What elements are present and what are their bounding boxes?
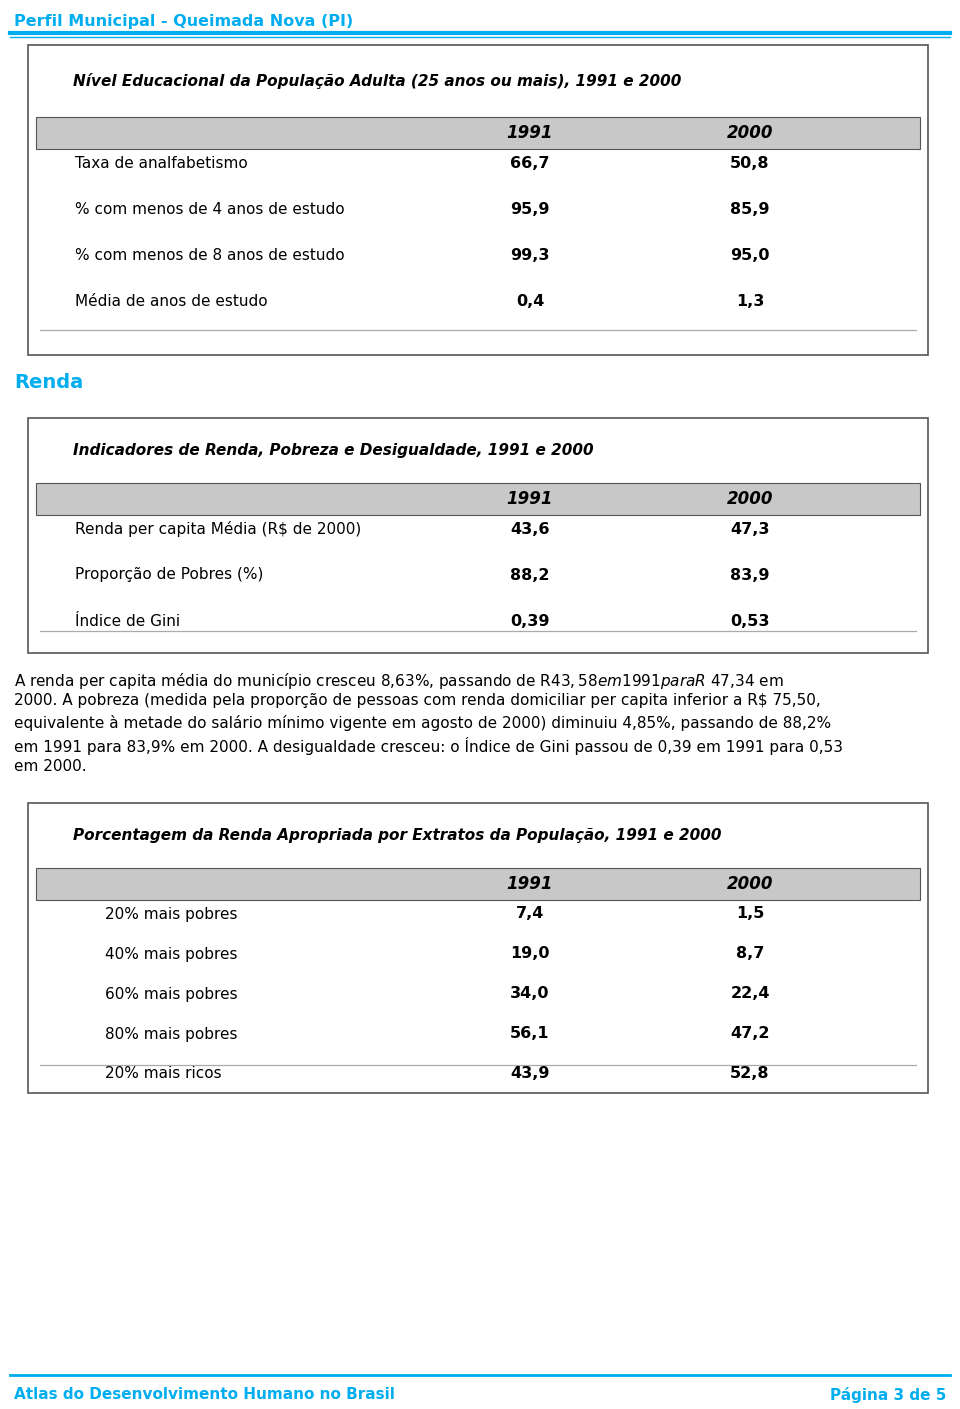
Text: 47,2: 47,2 — [731, 1027, 770, 1041]
Text: 85,9: 85,9 — [731, 201, 770, 217]
Bar — [28, 803, 928, 1093]
Text: 88,2: 88,2 — [511, 568, 550, 582]
Text: 66,7: 66,7 — [511, 155, 550, 170]
Text: Porcentagem da Renda Apropriada por Extratos da População, 1991 e 2000: Porcentagem da Renda Apropriada por Extr… — [73, 828, 722, 843]
Text: 2000: 2000 — [727, 490, 773, 509]
Text: 52,8: 52,8 — [731, 1067, 770, 1082]
Text: 99,3: 99,3 — [511, 248, 550, 262]
Text: 0,53: 0,53 — [731, 613, 770, 628]
Text: 0,4: 0,4 — [516, 293, 544, 309]
Text: Página 3 de 5: Página 3 de 5 — [829, 1386, 946, 1403]
Text: 2000: 2000 — [727, 124, 773, 142]
Text: 1,5: 1,5 — [735, 906, 764, 921]
Text: 83,9: 83,9 — [731, 568, 770, 582]
Text: Renda per capita Média (R$ de 2000): Renda per capita Média (R$ de 2000) — [75, 521, 361, 537]
Text: 2000. A pobreza (medida pela proporção de pessoas com renda domiciliar per capit: 2000. A pobreza (medida pela proporção d… — [14, 693, 821, 707]
Text: 7,4: 7,4 — [516, 906, 544, 921]
Text: 56,1: 56,1 — [511, 1027, 550, 1041]
Text: 60% mais pobres: 60% mais pobres — [105, 986, 238, 1002]
Text: Indicadores de Renda, Pobreza e Desigualdade, 1991 e 2000: Indicadores de Renda, Pobreza e Desigual… — [73, 442, 593, 458]
Text: 1991: 1991 — [507, 124, 553, 142]
Text: 50,8: 50,8 — [731, 155, 770, 170]
Text: 20% mais pobres: 20% mais pobres — [105, 906, 237, 921]
Text: 1,3: 1,3 — [735, 293, 764, 309]
Text: 2000: 2000 — [727, 875, 773, 893]
Text: 20% mais ricos: 20% mais ricos — [105, 1067, 222, 1082]
Text: Atlas do Desenvolvimento Humano no Brasil: Atlas do Desenvolvimento Humano no Brasi… — [14, 1386, 395, 1402]
Text: Taxa de analfabetismo: Taxa de analfabetismo — [75, 155, 248, 170]
Text: 43,9: 43,9 — [511, 1067, 550, 1082]
Text: 0,39: 0,39 — [511, 613, 550, 628]
Text: 1991: 1991 — [507, 875, 553, 893]
Bar — [36, 483, 920, 516]
Text: Proporção de Pobres (%): Proporção de Pobres (%) — [75, 568, 263, 582]
Text: em 1991 para 83,9% em 2000. A desigualdade cresceu: o Índice de Gini passou de 0: em 1991 para 83,9% em 2000. A desigualda… — [14, 737, 843, 755]
Text: 47,3: 47,3 — [731, 521, 770, 537]
Text: 19,0: 19,0 — [511, 947, 550, 961]
Text: 34,0: 34,0 — [511, 986, 550, 1002]
Text: 80% mais pobres: 80% mais pobres — [105, 1027, 237, 1041]
Text: 43,6: 43,6 — [511, 521, 550, 537]
Text: equivalente à metade do salário mínimo vigente em agosto de 2000) diminuiu 4,85%: equivalente à metade do salário mínimo v… — [14, 714, 831, 731]
Text: em 2000.: em 2000. — [14, 759, 86, 774]
Text: 40% mais pobres: 40% mais pobres — [105, 947, 237, 961]
Text: 22,4: 22,4 — [731, 986, 770, 1002]
Text: 95,0: 95,0 — [731, 248, 770, 262]
Text: Renda: Renda — [14, 373, 84, 392]
Text: Nível Educacional da População Adulta (25 anos ou mais), 1991 e 2000: Nível Educacional da População Adulta (2… — [73, 73, 682, 89]
Text: % com menos de 4 anos de estudo: % com menos de 4 anos de estudo — [75, 201, 345, 217]
Bar — [28, 45, 928, 355]
Text: A renda per capita média do município cresceu 8,63%, passando de R$ 43,58 em 199: A renda per capita média do município cr… — [14, 671, 783, 690]
Text: Perfil Municipal - Queimada Nova (PI): Perfil Municipal - Queimada Nova (PI) — [14, 14, 353, 30]
Text: 8,7: 8,7 — [735, 947, 764, 961]
Bar — [36, 868, 920, 900]
Text: 95,9: 95,9 — [511, 201, 550, 217]
Bar — [36, 117, 920, 149]
Text: % com menos de 8 anos de estudo: % com menos de 8 anos de estudo — [75, 248, 345, 262]
Text: 1991: 1991 — [507, 490, 553, 509]
Text: Índice de Gini: Índice de Gini — [75, 613, 180, 628]
Text: Média de anos de estudo: Média de anos de estudo — [75, 293, 268, 309]
Bar — [28, 418, 928, 652]
